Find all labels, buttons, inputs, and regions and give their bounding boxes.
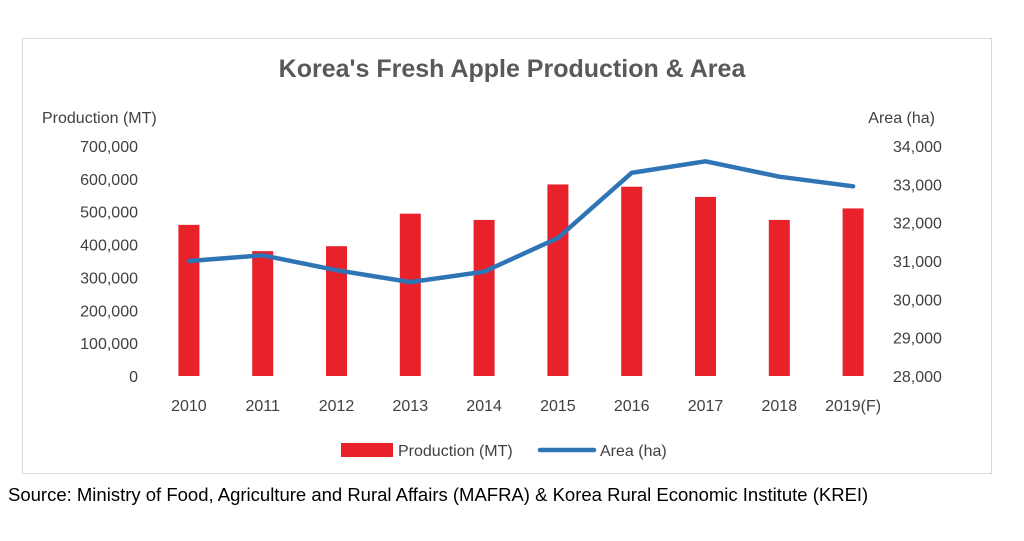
x-tick-label: 2014 <box>466 398 502 415</box>
production-bar <box>768 219 790 376</box>
x-tick-label: 2017 <box>688 398 724 415</box>
chart-title: Korea's Fresh Apple Production & Area <box>279 55 747 83</box>
legend-area-label: Area (ha) <box>600 443 667 460</box>
x-tick-label: 2016 <box>614 398 650 415</box>
y-right-tick-label: 29,000 <box>893 331 942 348</box>
x-tick-label: 2013 <box>393 398 429 415</box>
y-left-tick-label: 400,000 <box>80 238 138 255</box>
production-bar <box>621 186 643 376</box>
y-left-tick-label: 200,000 <box>80 303 138 320</box>
y-right-axis-title: Area (ha) <box>868 110 935 127</box>
production-bar <box>695 196 716 376</box>
x-tick-label: 2015 <box>540 398 576 415</box>
production-bar <box>178 224 200 376</box>
y-left-tick-label: 0 <box>129 369 138 386</box>
y-right-tick-label: 32,000 <box>893 216 942 233</box>
y-left-tick-label: 300,000 <box>80 270 138 287</box>
source-note: Source: Ministry of Food, Agriculture an… <box>8 484 869 505</box>
legend-production-label: Production (MT) <box>398 443 513 460</box>
production-bar <box>842 208 864 376</box>
y-right-tick-label: 31,000 <box>893 254 942 271</box>
x-tick-label: 2019(F) <box>825 398 881 415</box>
area-line <box>186 159 856 285</box>
y-left-tick-label: 500,000 <box>80 205 138 222</box>
y-right-tick-label: 33,000 <box>893 177 942 194</box>
y-left-tick-label: 700,000 <box>80 139 138 156</box>
y-left-axis-title: Production (MT) <box>42 110 157 127</box>
x-tick-label: 2010 <box>171 398 207 415</box>
y-left-tick-label: 600,000 <box>80 172 138 189</box>
combo-chart: Korea's Fresh Apple Production & Area Pro… <box>42 55 942 460</box>
production-bar <box>252 251 274 376</box>
y-left-tick-label: 100,000 <box>80 336 138 353</box>
production-bar <box>399 213 421 376</box>
y-right-tick-label: 30,000 <box>893 292 942 309</box>
production-bar <box>547 184 569 376</box>
production-bar <box>473 219 495 376</box>
x-tick-label: 2011 <box>245 398 280 415</box>
x-tick-label: 2012 <box>319 398 355 415</box>
production-bar <box>326 246 347 376</box>
legend-production-swatch <box>341 443 393 457</box>
y-right-tick-label: 28,000 <box>893 369 942 386</box>
y-right-tick-label: 34,000 <box>893 139 942 156</box>
x-tick-label: 2018 <box>762 398 798 415</box>
